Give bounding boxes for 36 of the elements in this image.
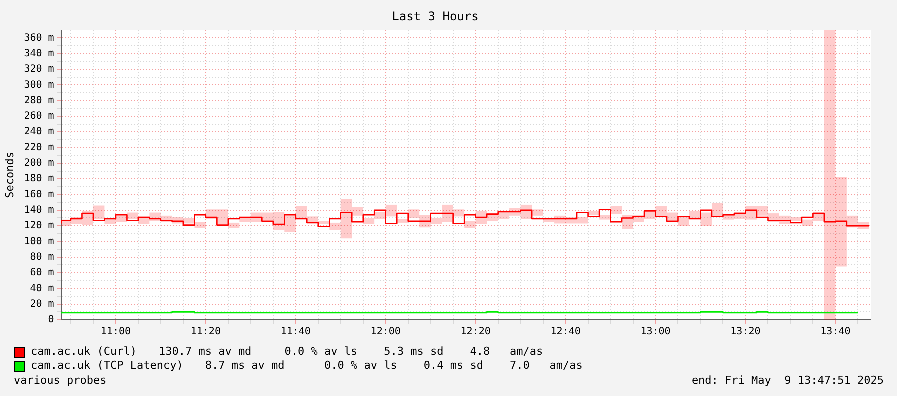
x-tick-label: 12:00 bbox=[370, 326, 401, 338]
x-tick-label: 12:20 bbox=[460, 326, 491, 338]
x-tick-label: 11:20 bbox=[190, 326, 221, 338]
y-tick-label: 240 m bbox=[24, 126, 54, 138]
y-tick-label: 120 m bbox=[24, 220, 54, 232]
y-tick-label: 300 m bbox=[24, 80, 54, 91]
y-tick-label: 280 m bbox=[24, 95, 54, 106]
text: end: Fri May 9 13:47:51 2025 bbox=[692, 374, 884, 388]
x-tick-label: 11:40 bbox=[280, 326, 311, 338]
chart-title: Last 3 Hours bbox=[392, 9, 479, 24]
y-tick-label: 340 m bbox=[24, 48, 54, 60]
legend-label: cam.ac.uk (Curl) bbox=[31, 345, 137, 359]
y-tick-label: 320 m bbox=[24, 64, 54, 76]
y-tick-label: 60 m bbox=[30, 268, 54, 279]
y-tick-label: 220 m bbox=[24, 142, 54, 154]
y-tick-label: 40 m bbox=[30, 283, 54, 294]
y-tick-label: 80 m bbox=[30, 252, 54, 263]
y-axis-title: Seconds bbox=[3, 152, 16, 198]
y-tick-label: 260 m bbox=[24, 111, 54, 122]
x-tick-label: 12:40 bbox=[550, 326, 581, 338]
text: 8.7 ms av md 0.0 % av ls 0.4 ms sd 7.0 am/as bbox=[205, 359, 583, 373]
x-tick-label: 13:20 bbox=[730, 326, 761, 338]
y-tick-label: 20 m bbox=[30, 298, 54, 310]
x-tick-label: 11:00 bbox=[100, 326, 132, 338]
y-tick-label: 140 m bbox=[24, 205, 54, 216]
y-tick-label: 0 bbox=[48, 314, 54, 326]
legend-label: cam.ac.uk (TCP Latency) bbox=[31, 359, 184, 373]
y-tick-label: 160 m bbox=[24, 189, 54, 200]
y-tick-label: 360 m bbox=[24, 32, 54, 44]
text: 130.7 ms av md 0.0 % av ls 5.3 ms sd 4.8 am/as bbox=[158, 345, 544, 359]
x-tick-label: 13:40 bbox=[820, 326, 851, 338]
x-tick-label: 13:00 bbox=[640, 326, 671, 338]
y-tick-label: 200 m bbox=[24, 158, 54, 170]
y-tick-label: 100 m bbox=[24, 236, 54, 248]
y-tick-label: 180 m bbox=[24, 174, 54, 185]
text: various probes bbox=[14, 374, 107, 388]
